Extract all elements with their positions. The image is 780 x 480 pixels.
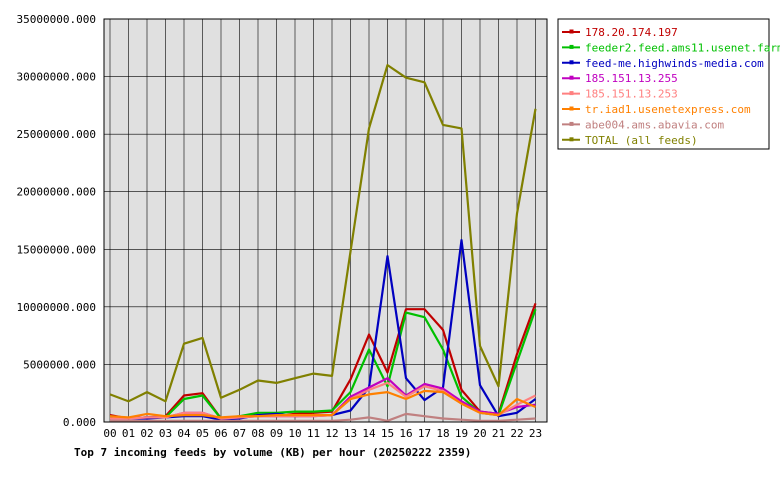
legend-marker: [569, 91, 574, 96]
x-tick-label: 11: [307, 427, 320, 440]
x-tick-label: 14: [362, 427, 376, 440]
series-lines: [109, 63, 537, 422]
plot-frame: [103, 18, 548, 423]
x-tick-label: 16: [399, 427, 412, 440]
series-line-6: [110, 412, 536, 422]
series-line-1: [109, 308, 537, 420]
y-tick-label: 35000000.000: [17, 13, 96, 26]
y-tick-label: 15000000.000: [17, 243, 96, 256]
legend-marker: [569, 60, 574, 65]
legend-label: 185.151.13.255: [585, 72, 678, 85]
series-line-7: [109, 63, 537, 403]
x-tick-label: 21: [492, 427, 505, 440]
x-tick-label: 01: [122, 427, 135, 440]
legend-marker: [569, 106, 574, 111]
x-tick-label: 19: [455, 427, 468, 440]
legend-label: feeder2.feed.ams11.usenet.farm: [585, 41, 780, 54]
legend-marker: [569, 121, 574, 126]
x-tick-label: 02: [140, 427, 153, 440]
x-tick-label: 05: [196, 427, 209, 440]
legend-label: TOTAL (all feeds): [585, 134, 698, 147]
x-tick-label: 13: [344, 427, 357, 440]
y-tick-label: 5000000.000: [23, 358, 96, 371]
x-tick-label: 22: [510, 427, 523, 440]
legend-marker: [569, 44, 574, 49]
legend-label: abe004.ams.abavia.com: [585, 118, 724, 131]
legend-label: tr.iad1.usenetexpress.com: [585, 103, 751, 116]
x-tick-label: 15: [381, 427, 394, 440]
y-axis: 0.000 5000000.000 10000000.000 15000000.000…: [17, 13, 96, 429]
x-tick-label: 12: [325, 427, 338, 440]
x-tick-label: 04: [177, 427, 191, 440]
legend-box: [557, 18, 770, 150]
chart-title: Top 7 incoming feeds by volume (KB) per …: [74, 446, 471, 459]
y-tick-label: 0.000: [63, 416, 96, 429]
series-line-0: [109, 303, 537, 420]
x-tick-label: 23: [529, 427, 542, 440]
x-tick-label: 18: [436, 427, 449, 440]
legend-label: 185.151.13.253: [585, 88, 678, 101]
y-tick-label: 20000000.000: [17, 186, 96, 199]
x-tick-label: 17: [418, 427, 431, 440]
x-tick-label: 03: [159, 427, 172, 440]
grid: [104, 18, 547, 423]
legend-marker: [569, 29, 574, 34]
x-tick-label: 07: [233, 427, 246, 440]
series-line-5: [109, 389, 536, 419]
y-tick-label: 25000000.000: [17, 128, 96, 141]
legend: 178.20.174.197 feeder2.feed.ams11.usenet.…: [557, 18, 780, 150]
x-tick-label: 08: [251, 427, 264, 440]
y-tick-label: 30000000.000: [17, 71, 96, 84]
plot-area: [104, 19, 547, 422]
legend-marker: [569, 75, 574, 80]
y-tick-label: 10000000.000: [17, 301, 96, 314]
legend-label: 178.20.174.197: [585, 26, 678, 39]
x-axis: 00 01 02 03 04 05 06 07 08 09 10 11 12 13 14 15 16 17 18 19…: [103, 427, 542, 440]
x-tick-label: 20: [473, 427, 486, 440]
x-tick-label: 00: [103, 427, 116, 440]
legend-label: feed-me.highwinds-media.com: [585, 57, 764, 70]
x-tick-label: 10: [288, 427, 301, 440]
legend-marker: [569, 137, 574, 142]
x-tick-label: 06: [214, 427, 227, 440]
x-tick-label: 09: [270, 427, 283, 440]
